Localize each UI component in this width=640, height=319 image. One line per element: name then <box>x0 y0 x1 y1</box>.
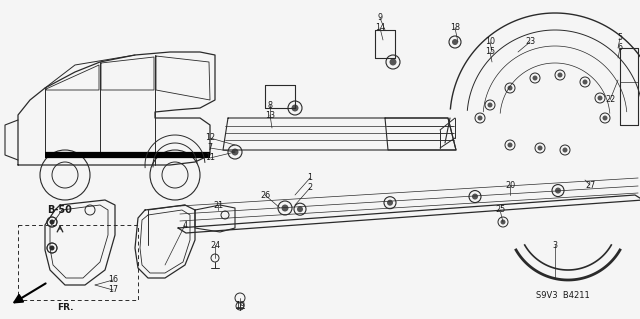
Circle shape <box>508 85 513 91</box>
Circle shape <box>563 147 568 152</box>
Circle shape <box>291 105 298 112</box>
Text: 17: 17 <box>108 286 118 294</box>
Text: 22: 22 <box>605 95 615 105</box>
Circle shape <box>390 58 397 65</box>
Text: 13: 13 <box>265 110 275 120</box>
Circle shape <box>488 102 493 108</box>
Circle shape <box>282 204 289 211</box>
Text: 21: 21 <box>213 201 223 210</box>
Text: 16: 16 <box>108 276 118 285</box>
Text: S9V3  B4211: S9V3 B4211 <box>536 291 589 300</box>
Circle shape <box>297 206 303 212</box>
Text: 8: 8 <box>268 100 273 109</box>
Circle shape <box>49 219 54 225</box>
Text: 23: 23 <box>525 38 535 47</box>
Text: 11: 11 <box>205 153 215 162</box>
Circle shape <box>582 79 588 85</box>
Text: FR.: FR. <box>57 303 73 313</box>
Text: 20: 20 <box>505 181 515 189</box>
Circle shape <box>477 115 483 121</box>
Text: 27: 27 <box>585 181 595 189</box>
Circle shape <box>500 219 506 225</box>
Text: 14: 14 <box>375 24 385 33</box>
Circle shape <box>452 39 458 45</box>
Text: 25: 25 <box>495 205 505 214</box>
Text: 24: 24 <box>210 241 220 249</box>
Text: 1: 1 <box>307 174 312 182</box>
Text: 3: 3 <box>552 241 557 249</box>
Circle shape <box>387 200 393 206</box>
Circle shape <box>598 95 602 100</box>
Text: 7: 7 <box>207 144 212 152</box>
Text: 12: 12 <box>205 133 215 143</box>
Circle shape <box>508 143 513 147</box>
Circle shape <box>232 149 239 155</box>
Text: 5: 5 <box>618 33 623 42</box>
Text: 19: 19 <box>235 300 245 309</box>
Circle shape <box>472 194 478 200</box>
Text: 6: 6 <box>618 43 623 53</box>
Text: 10: 10 <box>485 38 495 47</box>
Circle shape <box>49 246 54 250</box>
Text: 4: 4 <box>182 220 188 229</box>
Circle shape <box>557 72 563 78</box>
Circle shape <box>538 145 543 151</box>
Text: 18: 18 <box>450 24 460 33</box>
Text: 26: 26 <box>260 190 270 199</box>
Circle shape <box>555 188 561 194</box>
Circle shape <box>532 76 538 80</box>
Text: B-50: B-50 <box>47 205 72 215</box>
Circle shape <box>602 115 607 121</box>
Text: 15: 15 <box>485 48 495 56</box>
Text: 2: 2 <box>307 183 312 192</box>
Text: 9: 9 <box>378 13 383 23</box>
